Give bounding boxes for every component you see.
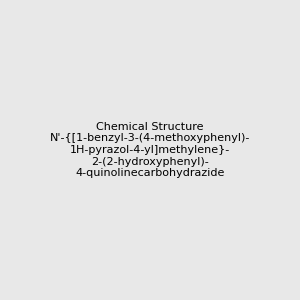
Text: Chemical Structure
N'-{[1-benzyl-3-(4-methoxyphenyl)-
1H-pyrazol-4-yl]methylene}: Chemical Structure N'-{[1-benzyl-3-(4-me…: [50, 122, 250, 178]
